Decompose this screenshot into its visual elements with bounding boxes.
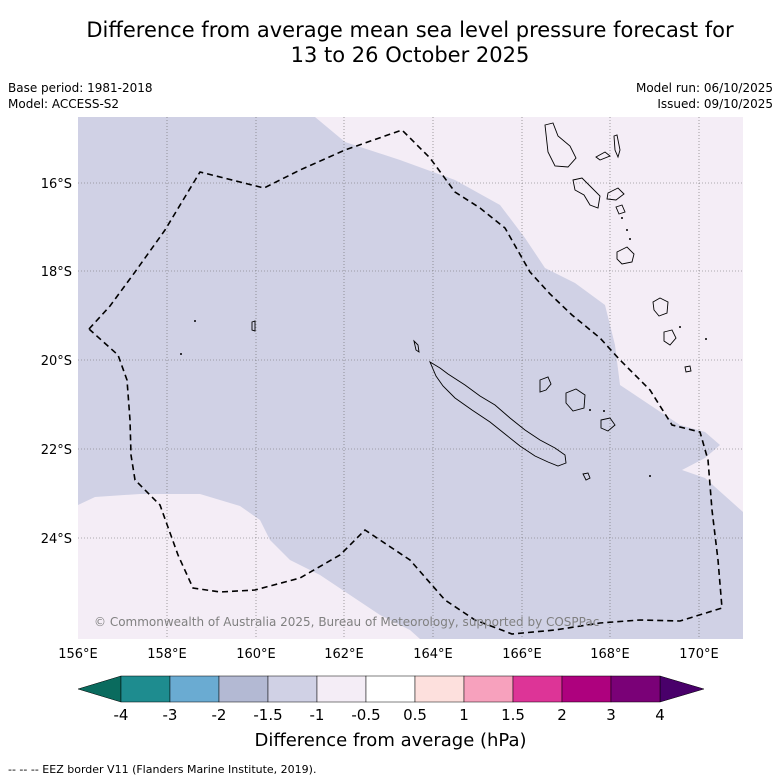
colorbar-tick-label: -2 [212, 706, 227, 724]
copyright-notice: © Commonwealth of Australia 2025, Bureau… [94, 615, 599, 629]
lon-label-170e: 170°E [679, 647, 719, 662]
title-line-2: 13 to 26 October 2025 [290, 43, 530, 67]
colorbar-tick-labels: -4 -3 -2 -1.5 -1 -0.5 0.5 1 1.5 2 3 4 [114, 706, 665, 724]
island-erromango [652, 297, 669, 317]
lon-label-160e: 160°E [236, 647, 276, 662]
island-chesterfield [251, 320, 256, 332]
meta-left: Base period: 1981-2018 Model: ACCESS-S2 [8, 80, 153, 112]
colorbar-tick-label: 1 [459, 706, 469, 724]
islands [251, 122, 692, 481]
island-tanna [663, 329, 677, 346]
island-maewo [613, 134, 621, 159]
island-mare [600, 417, 616, 432]
island-isle-of-pines [582, 472, 591, 481]
island-malekula [572, 177, 601, 209]
colorbar-over-arrow [659, 675, 705, 703]
colorbar-tick-label: 0.5 [403, 706, 427, 724]
island-espiritu-santo [544, 122, 577, 168]
colorbar-segment [561, 675, 612, 703]
lat-label-22s: 22°S [41, 443, 72, 458]
map-area: © Commonwealth of Australia 2025, Bureau… [78, 117, 743, 639]
base-period: Base period: 1981-2018 [8, 81, 153, 95]
small-islets [180, 217, 707, 477]
colorbar-tick-label: -3 [163, 706, 178, 724]
eez-legend-footer: -- -- -- EEZ border V11 (Flanders Marine… [8, 763, 317, 776]
colorbar-segments [120, 675, 661, 703]
colorbar-segment [316, 675, 367, 703]
colorbar-tick-label: -0.5 [351, 706, 380, 724]
colorbar-title: Difference from average (hPa) [254, 730, 527, 751]
lon-label-162e: 162°E [324, 647, 364, 662]
lon-label-156e: 156°E [58, 647, 98, 662]
island-belep [413, 339, 420, 353]
colorbar-segment [610, 675, 661, 703]
colorbar-segment [218, 675, 269, 703]
chart-title: Difference from average mean sea level p… [0, 18, 781, 68]
colorbar-segment [267, 675, 318, 703]
model-run: Model run: 06/10/2025 [635, 81, 773, 95]
colorbar-tick-label: -1 [310, 706, 325, 724]
island-new-caledonia [429, 360, 567, 467]
colorbar-tick-label: 2 [557, 706, 567, 724]
island-pentecost [606, 187, 625, 201]
colorbar-tick-label: 1.5 [501, 706, 525, 724]
longitude-labels: 156°E 158°E 160°E 162°E 164°E 166°E 168°… [58, 647, 719, 662]
pressure-band-pale-northeast [315, 117, 743, 512]
meta-right: Model run: 06/10/2025 Issued: 09/10/2025 [636, 80, 773, 112]
lat-label-24s: 24°S [41, 532, 72, 547]
colorbar-tick-label: -4 [114, 706, 129, 724]
island-epi [615, 204, 626, 215]
island-efate [616, 246, 635, 265]
island-aneityum [684, 365, 692, 373]
colorbar: -4 -3 -2 -1.5 -1 -0.5 0.5 1 1.5 2 3 4 [77, 675, 705, 724]
island-ambae [595, 151, 611, 161]
lon-label-164e: 164°E [413, 647, 453, 662]
lat-label-20s: 20°S [41, 354, 72, 369]
colorbar-segment [463, 675, 514, 703]
pressure-band-pale-southwest [78, 494, 420, 639]
model-name: Model: ACCESS-S2 [8, 97, 120, 111]
lon-label-158e: 158°E [147, 647, 187, 662]
island-ouvea [539, 376, 552, 393]
lat-label-18s: 18°S [41, 265, 72, 280]
lon-label-166e: 166°E [502, 647, 542, 662]
lon-label-168e: 168°E [590, 647, 630, 662]
issued-date: Issued: 09/10/2025 [657, 97, 773, 111]
colorbar-tick-label: 4 [655, 706, 665, 724]
lat-label-16s: 16°S [41, 177, 72, 192]
colorbar-tick-label: -1.5 [253, 706, 282, 724]
colorbar-segment [120, 675, 171, 703]
island-lifou [565, 388, 586, 412]
colorbar-segment [169, 675, 220, 703]
colorbar-segment [512, 675, 563, 703]
colorbar-tick-label: 3 [606, 706, 616, 724]
latitude-labels: 16°S 18°S 20°S 22°S 24°S [41, 177, 72, 547]
title-line-1: Difference from average mean sea level p… [86, 18, 734, 42]
colorbar-segment [414, 675, 465, 703]
eez-border [87, 129, 723, 635]
colorbar-segment [365, 675, 416, 703]
colorbar-under-arrow [77, 675, 122, 703]
